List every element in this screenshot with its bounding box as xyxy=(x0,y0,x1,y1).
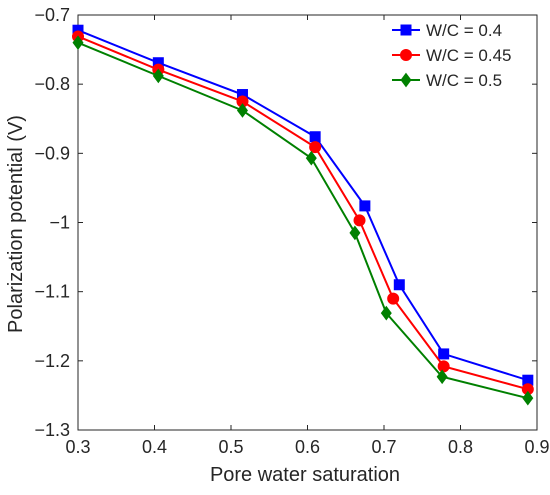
data-point xyxy=(436,369,448,385)
series-layer xyxy=(72,24,534,406)
series-line xyxy=(77,35,529,391)
y-tick-label: −1.2 xyxy=(34,351,70,371)
data-point xyxy=(437,360,450,373)
x-tick-label: 0.8 xyxy=(448,437,473,457)
legend-item: W/C = 0.4 xyxy=(392,21,502,40)
x-tick-label: 0.9 xyxy=(524,437,549,457)
data-point xyxy=(393,279,405,291)
legend-label: W/C = 0.4 xyxy=(426,21,502,40)
legend-label: W/C = 0.5 xyxy=(426,71,502,90)
y-axis-label: Polarization potential (V) xyxy=(5,115,27,333)
data-point xyxy=(380,305,392,321)
data-point xyxy=(359,200,371,212)
series-3 xyxy=(72,35,534,406)
y-tick-label: −1 xyxy=(49,213,70,233)
legend-marker xyxy=(400,24,412,36)
data-point xyxy=(236,103,248,118)
y-tick-label: −0.8 xyxy=(34,74,70,94)
axes: 0.3 0.4 0.5 0.6 0.7 0.8 0.9 −0.7 −0.8 −0.9 −1 −1.1 −… xyxy=(34,5,549,457)
data-point xyxy=(152,68,164,84)
y-tick-label: −1.3 xyxy=(34,420,70,440)
x-tick-label: 0.6 xyxy=(295,437,320,457)
legend: W/C = 0.4 W/C = 0.45 W/C = 0.5 xyxy=(392,21,512,90)
x-tick-label: 0.3 xyxy=(65,437,90,457)
data-point xyxy=(349,225,361,241)
data-point xyxy=(305,150,317,166)
y-tick-label: −0.9 xyxy=(34,143,70,163)
x-tick-label: 0.4 xyxy=(142,437,167,457)
y-tick-label: −1.1 xyxy=(34,282,70,302)
legend-item: W/C = 0.45 xyxy=(392,46,512,65)
series-line xyxy=(77,41,529,400)
data-point xyxy=(353,214,366,227)
series-line xyxy=(77,29,529,382)
x-axis-label: Pore water saturation xyxy=(210,464,400,486)
data-point xyxy=(387,292,400,305)
x-tick-label: 0.7 xyxy=(371,437,396,457)
x-tick-label: 0.5 xyxy=(218,437,243,457)
data-point xyxy=(309,141,322,154)
data-point xyxy=(72,35,84,51)
legend-marker xyxy=(400,72,412,88)
legend-marker xyxy=(400,49,412,61)
legend-item: W/C = 0.5 xyxy=(392,71,502,90)
y-tick-label: −0.7 xyxy=(34,5,70,25)
data-point xyxy=(309,131,321,143)
legend-label: W/C = 0.45 xyxy=(426,46,512,65)
data-point xyxy=(522,390,534,406)
data-point xyxy=(438,348,450,360)
